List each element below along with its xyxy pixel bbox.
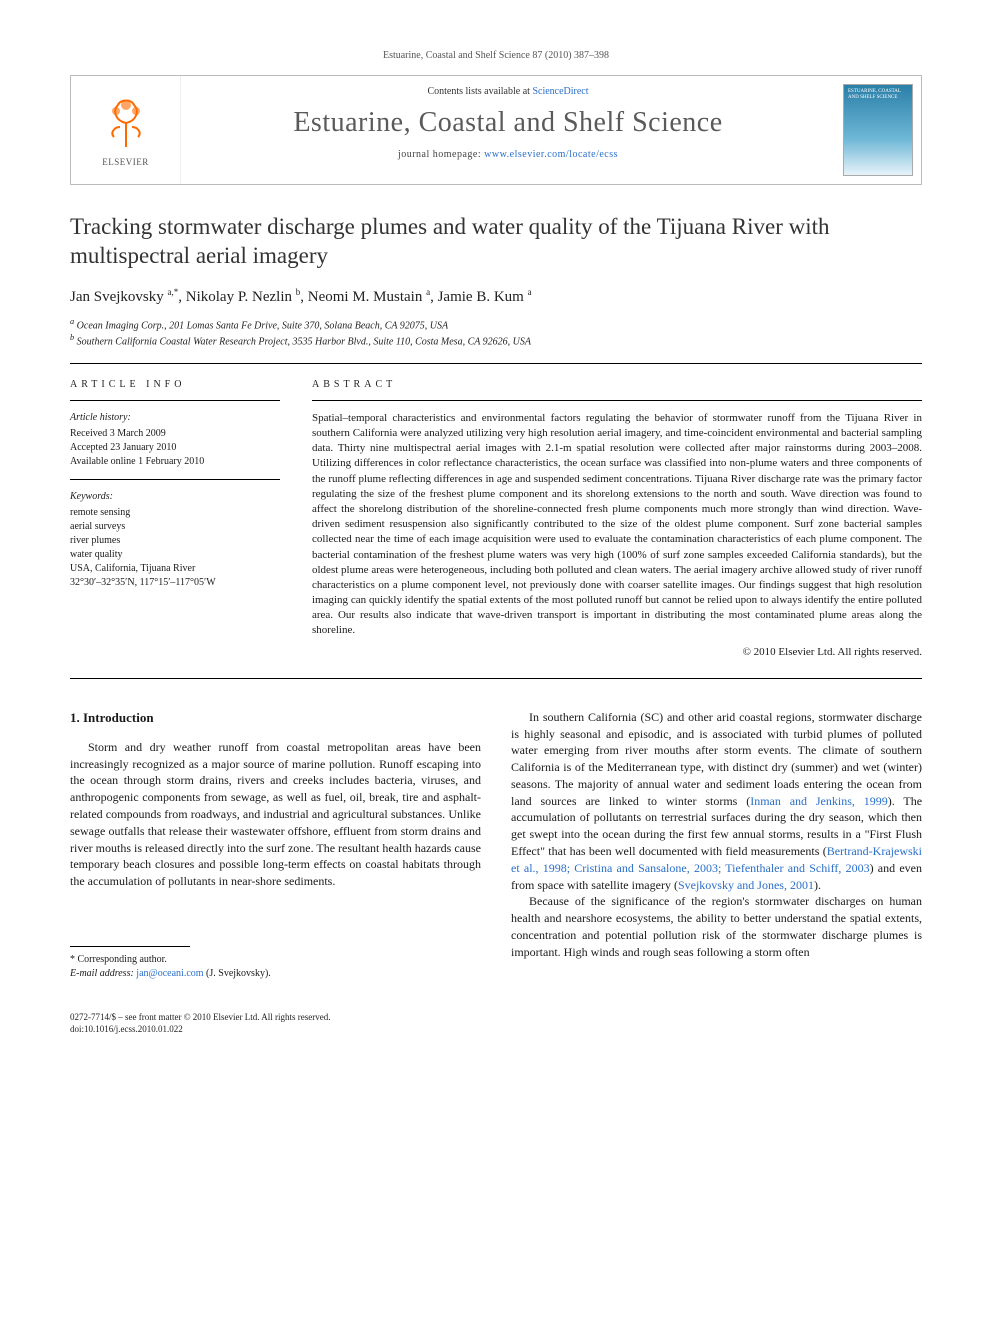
contents-available: Contents lists available at ScienceDirec…	[189, 86, 827, 97]
publisher-name: ELSEVIER	[102, 157, 149, 167]
article-title: Tracking stormwater discharge plumes and…	[70, 213, 922, 271]
email-label: E-mail address:	[70, 968, 136, 979]
keyword-6: 32°30′–32°35′N, 117°15′–117°05′W	[70, 576, 280, 590]
authors: Jan Svejkovsky a,*, Nikolay P. Nezlin b,…	[70, 287, 922, 306]
corresponding-footnote: * Corresponding author. E-mail address: …	[70, 946, 481, 981]
keyword-2: aerial surveys	[70, 520, 280, 534]
abstract-heading: ABSTRACT	[312, 378, 922, 392]
keywords-block: Keywords: remote sensing aerial surveys …	[70, 490, 280, 590]
abstract-column: ABSTRACT Spatial–temporal characteristic…	[312, 378, 922, 660]
footer-copyright: 0272-7714/$ – see front matter © 2010 El…	[70, 1011, 922, 1035]
body-p3: Because of the significance of the regio…	[511, 893, 922, 960]
article-history-block: Article history: Received 3 March 2009 A…	[70, 411, 280, 480]
affiliation-a: a Ocean Imaging Corp., 201 Lomas Santa F…	[70, 316, 922, 333]
elsevier-tree-icon	[96, 93, 156, 153]
body-text: 1. Introduction Storm and dry weather ru…	[70, 709, 922, 981]
footnote-rule	[70, 946, 190, 947]
journal-header: ELSEVIER Contents lists available at Sci…	[70, 75, 922, 185]
info-rule	[70, 400, 280, 401]
keywords-head: Keywords:	[70, 490, 280, 504]
running-head: Estuarine, Coastal and Shelf Science 87 …	[70, 50, 922, 61]
doi-line: doi:10.1016/j.ecss.2010.01.022	[70, 1023, 922, 1035]
history-online: Available online 1 February 2010	[70, 455, 280, 469]
email-link[interactable]: jan@oceani.com	[136, 968, 203, 979]
p2d: ).	[814, 878, 821, 892]
keyword-3: river plumes	[70, 534, 280, 548]
article-info-column: ARTICLE INFO Article history: Received 3…	[70, 378, 280, 660]
journal-cover-thumbnail: ESTUARINE, COASTAL AND SHELF SCIENCE	[835, 76, 921, 184]
corresponding-author: * Corresponding author.	[70, 953, 481, 967]
sciencedirect-link[interactable]: ScienceDirect	[532, 86, 588, 97]
history-received: Received 3 March 2009	[70, 427, 280, 441]
journal-homepage: journal homepage: www.elsevier.com/locat…	[189, 149, 827, 160]
keyword-4: water quality	[70, 548, 280, 562]
bottom-rule	[70, 678, 922, 679]
affiliation-b: b Southern California Coastal Water Rese…	[70, 332, 922, 349]
keyword-5: USA, California, Tijuana River	[70, 562, 280, 576]
contents-prefix: Contents lists available at	[427, 86, 532, 97]
header-center: Contents lists available at ScienceDirec…	[181, 76, 835, 184]
body-p2: In southern California (SC) and other ar…	[511, 709, 922, 894]
issn-line: 0272-7714/$ – see front matter © 2010 El…	[70, 1011, 922, 1023]
section-1-heading: 1. Introduction	[70, 709, 481, 727]
abstract-copyright: © 2010 Elsevier Ltd. All rights reserved…	[312, 645, 922, 660]
homepage-prefix: journal homepage:	[398, 149, 484, 160]
history-head: Article history:	[70, 411, 280, 425]
publisher-logo: ELSEVIER	[71, 76, 181, 184]
citation-svejkovsky[interactable]: Svejkovsky and Jones, 2001	[678, 878, 814, 892]
corresponding-email-line: E-mail address: jan@oceani.com (J. Svejk…	[70, 967, 481, 981]
affiliation-a-text: Ocean Imaging Corp., 201 Lomas Santa Fe …	[77, 320, 448, 331]
history-accepted: Accepted 23 January 2010	[70, 441, 280, 455]
cover-title: ESTUARINE, COASTAL AND SHELF SCIENCE	[848, 89, 908, 100]
abstract-rule	[312, 400, 922, 401]
article-info-heading: ARTICLE INFO	[70, 378, 280, 392]
homepage-link[interactable]: www.elsevier.com/locate/ecss	[484, 149, 618, 160]
affiliations: a Ocean Imaging Corp., 201 Lomas Santa F…	[70, 316, 922, 350]
keyword-1: remote sensing	[70, 506, 280, 520]
journal-name: Estuarine, Coastal and Shelf Science	[189, 107, 827, 139]
affiliation-b-text: Southern California Coastal Water Resear…	[77, 337, 531, 348]
abstract-text: Spatial–temporal characteristics and env…	[312, 411, 922, 639]
body-p1: Storm and dry weather runoff from coasta…	[70, 739, 481, 890]
citation-inman[interactable]: Inman and Jenkins, 1999	[750, 794, 888, 808]
email-who: (J. Svejkovsky).	[204, 968, 271, 979]
